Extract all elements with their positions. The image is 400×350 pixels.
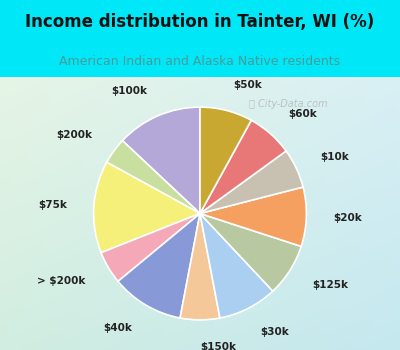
Text: $40k: $40k: [104, 323, 132, 333]
Wedge shape: [200, 120, 286, 214]
Wedge shape: [200, 214, 301, 291]
Text: $10k: $10k: [320, 152, 349, 162]
Wedge shape: [200, 214, 273, 318]
Wedge shape: [118, 214, 200, 318]
Text: $30k: $30k: [260, 327, 289, 337]
Wedge shape: [94, 162, 200, 253]
Wedge shape: [200, 107, 251, 214]
Text: $200k: $200k: [56, 130, 92, 140]
Wedge shape: [200, 187, 306, 246]
Wedge shape: [200, 151, 303, 214]
Text: $75k: $75k: [38, 200, 67, 210]
Text: American Indian and Alaska Native residents: American Indian and Alaska Native reside…: [60, 55, 340, 68]
Text: $150k: $150k: [200, 342, 236, 350]
Text: $125k: $125k: [312, 280, 348, 290]
Text: ⓘ City-Data.com: ⓘ City-Data.com: [249, 99, 327, 109]
Wedge shape: [122, 107, 200, 214]
Text: $20k: $20k: [333, 213, 362, 223]
Text: Income distribution in Tainter, WI (%): Income distribution in Tainter, WI (%): [25, 13, 375, 30]
Text: > $200k: > $200k: [37, 276, 86, 286]
Text: $100k: $100k: [111, 86, 147, 97]
Wedge shape: [101, 214, 200, 281]
Text: $60k: $60k: [288, 109, 317, 119]
Wedge shape: [107, 141, 200, 214]
Text: $50k: $50k: [233, 80, 262, 90]
Wedge shape: [180, 214, 220, 320]
